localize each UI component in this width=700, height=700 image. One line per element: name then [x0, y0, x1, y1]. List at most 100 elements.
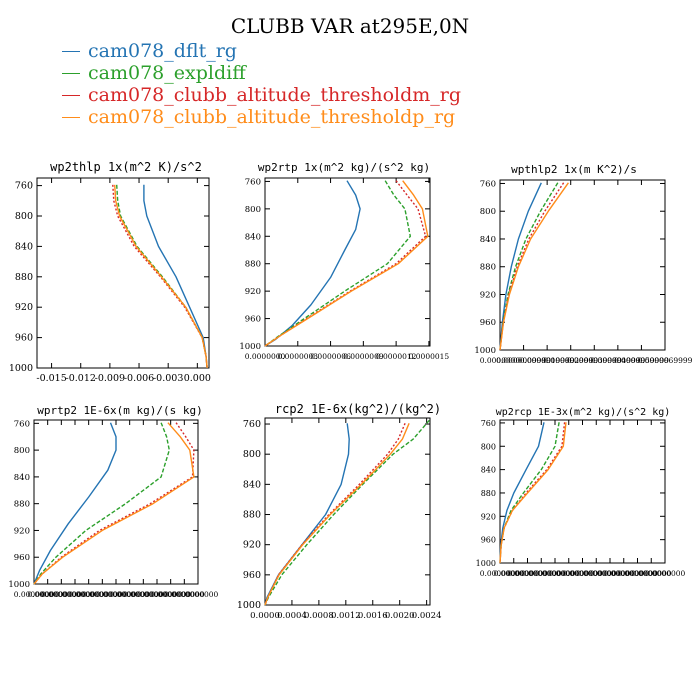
- x-tick-label: 0.0000000: [480, 569, 521, 578]
- x-tick-label: 0.0020: [385, 611, 415, 621]
- series-line: [499, 422, 567, 564]
- x-tick-label: -0.006: [124, 373, 154, 384]
- y-tick-label: 960: [243, 570, 261, 581]
- panel-title: wpthlp2 1x(m K^2)/s: [511, 163, 637, 176]
- x-tick-label: 0.0000000: [14, 590, 55, 599]
- y-tick-label: 760: [14, 419, 30, 429]
- panel-4: wprtp2 1E-6x(m kg)/(s kg) 760 800 840 880 920…: [8, 404, 218, 599]
- x-tick-label: 0.0000000: [123, 590, 164, 599]
- series-line: [264, 180, 429, 347]
- x-tick-label: 0.0000009999: [496, 356, 551, 365]
- series-line: [116, 184, 208, 369]
- y-tick-label: 960: [245, 315, 261, 325]
- y-tick-label: 880: [480, 263, 496, 273]
- series-line: [33, 422, 171, 585]
- x-tick-label: 0.0000003: [278, 352, 319, 361]
- x-tick-label: 0.0000000: [576, 569, 617, 578]
- x-tick-label: 0.0000000: [96, 590, 137, 599]
- y-tick-label: 840: [14, 473, 30, 483]
- x-tick-label: 0.0000000: [507, 569, 548, 578]
- y-tick-label: 840: [15, 241, 33, 252]
- series-line: [112, 184, 208, 369]
- series-line: [499, 422, 560, 564]
- x-tick-label: 0.0000000: [245, 352, 286, 361]
- panel-5: rcp2 1E-6x(kg^2)/(kg^2) 760 800 840 880 920 96…: [237, 402, 442, 621]
- x-tick-label: 0.0000000: [55, 590, 96, 599]
- plot-frame: [264, 417, 431, 606]
- x-tick-label: 0.0000006: [310, 352, 351, 361]
- plot-frame: [264, 177, 431, 347]
- y-tick-label: 1000: [239, 342, 261, 352]
- y-tick-label: 800: [15, 211, 33, 222]
- series-line: [264, 180, 427, 347]
- panel-title: wprtp2 1E-6x(m kg)/(s kg): [37, 404, 203, 417]
- y-tick-label: 760: [15, 181, 33, 192]
- x-tick-label: -0.012: [66, 373, 96, 384]
- x-tick-label: 0.0024: [412, 611, 442, 621]
- y-tick-label: 840: [245, 232, 261, 242]
- y-tick-label: 960: [15, 333, 33, 344]
- y-tick-label: 880: [481, 489, 496, 498]
- y-tick-label: 1000: [9, 363, 33, 374]
- y-tick-label: 760: [245, 177, 261, 187]
- panel-title: wp2rcp 1E-3x(m^2 kg)/(s^2 kg): [496, 407, 671, 418]
- x-tick-label: 0.0000000: [480, 356, 521, 365]
- y-tick-label: 880: [14, 500, 30, 510]
- y-tick-label: 1000: [237, 600, 261, 611]
- y-tick-label: 920: [243, 540, 261, 551]
- x-tick-label: 0.0000059999: [614, 356, 669, 365]
- series-line: [499, 182, 542, 351]
- x-tick-label: 0.0000009: [343, 352, 384, 361]
- series-line: [264, 180, 411, 347]
- series-line: [33, 422, 117, 585]
- y-tick-label: 800: [14, 446, 30, 456]
- y-tick-label: 960: [481, 536, 496, 545]
- series-line: [264, 419, 430, 606]
- legend-line-icon: [62, 95, 80, 96]
- x-tick-label: 0.0000000: [178, 590, 219, 599]
- x-tick-label: 0.0000000: [164, 590, 205, 599]
- y-tick-label: 840: [481, 466, 496, 475]
- y-tick-label: 760: [480, 179, 496, 189]
- x-tick-label: 0.0000000: [150, 590, 191, 599]
- plot-frame: [499, 179, 666, 351]
- x-tick-label: -0.015: [36, 373, 66, 384]
- x-tick-label: 0.0004: [277, 611, 307, 621]
- x-tick-label: 0.0000000: [603, 569, 644, 578]
- x-tick-label: 0.0000000: [493, 569, 534, 578]
- series-line: [264, 180, 361, 347]
- series-line: [499, 182, 559, 351]
- y-tick-label: 960: [480, 318, 496, 328]
- y-tick-label: 760: [243, 419, 261, 430]
- x-tick-label: 0.0000000: [562, 569, 603, 578]
- legend-line-icon: [62, 117, 80, 118]
- figure-title: CLUBB VAR at295E,0N: [230, 14, 470, 38]
- x-tick-label: 0.0012: [331, 611, 361, 621]
- x-tick-label: 0.0000069999: [638, 356, 693, 365]
- y-tick-label: 800: [480, 207, 496, 217]
- x-tick-label: 0.0000000: [27, 590, 68, 599]
- y-tick-label: 800: [243, 449, 261, 460]
- series-line: [499, 422, 566, 564]
- x-tick-label: 0.0000: [250, 611, 280, 621]
- x-tick-label: 0.0000000: [590, 569, 631, 578]
- x-tick-label: 0.0000012: [376, 352, 417, 361]
- x-tick-label: 0.0000000: [521, 569, 562, 578]
- series-line: [499, 182, 569, 351]
- y-tick-label: 840: [480, 235, 496, 245]
- y-tick-label: 920: [245, 287, 261, 297]
- x-tick-label: 0.0000000: [109, 590, 150, 599]
- x-tick-label: 0.0000000: [631, 569, 672, 578]
- x-tick-label: 0.0000029999: [543, 356, 598, 365]
- x-tick-label: 0.0000049999: [590, 356, 645, 365]
- y-tick-label: 880: [245, 260, 261, 270]
- x-tick-label: 0.0000000: [137, 590, 178, 599]
- x-tick-label: 0.0008: [304, 611, 334, 621]
- series-line: [264, 423, 406, 606]
- plot-frame: [36, 177, 210, 369]
- legend-label: cam078_expldiff: [88, 62, 246, 84]
- y-tick-label: 880: [15, 272, 33, 283]
- panel-title: rcp2 1E-6x(kg^2)/(kg^2): [275, 402, 441, 416]
- y-tick-label: 1000: [474, 346, 496, 356]
